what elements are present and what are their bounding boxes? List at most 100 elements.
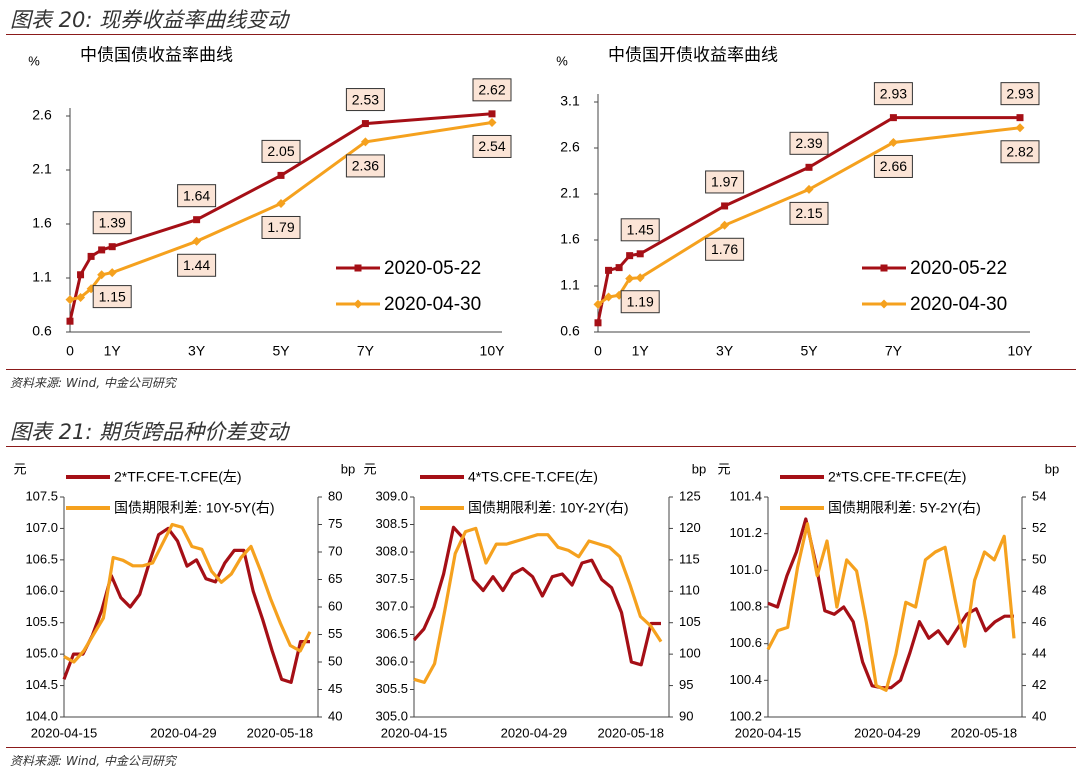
curve2-data-label-box [1000, 140, 1040, 164]
curve1-data-label: 1.15 [99, 288, 126, 304]
spread1-left-tick-label: 107.5 [25, 488, 58, 503]
curve1-point-2020-05-22 [98, 246, 106, 254]
spread3-left-tick-label: 100.4 [729, 672, 762, 687]
curve1-data-label: 2.62 [478, 82, 505, 98]
spread2-left-tick-label: 306.5 [375, 626, 408, 641]
curve1-y-tick-label: 1.1 [32, 269, 52, 285]
spread3-legend-label: 2*TS.CFE-TF.CFE(左) [828, 469, 966, 485]
spread3-left-tick-label: 100.8 [729, 598, 762, 613]
figure21-bottom-rule [6, 747, 1076, 749]
spread1-right-tick-label: 45 [328, 681, 342, 696]
spread2-legend-label: 国债期限利差: 10Y-2Y(右) [468, 500, 629, 516]
spread1-left-tick-label: 106.5 [25, 551, 58, 566]
curve2-data-label-box [620, 290, 660, 314]
spread2-left-tick-label: 308.0 [375, 543, 408, 558]
curve1-data-label-box [92, 285, 132, 309]
spread1-right-tick-label: 40 [328, 708, 342, 723]
curve1-point-2020-05-22 [108, 243, 116, 251]
curve2-point-2020-05-22 [889, 114, 897, 122]
curve2-data-label: 1.76 [711, 241, 738, 257]
spread3-left-unit: 元 [717, 461, 730, 476]
curve2-data-label-box [705, 170, 745, 194]
curve2-data-label-box [620, 218, 660, 242]
curve2-point-2020-04-30 [804, 184, 814, 194]
figure21-title: 图表 21: 期货跨品种价差变动 [10, 420, 289, 444]
curve1-point-2020-04-30 [107, 268, 117, 278]
curve1-y-tick-label: 0.6 [32, 323, 52, 339]
curve1-x-tick-label: 0 [66, 343, 74, 359]
spread2-right-tick-label: 105 [679, 614, 701, 629]
curve2-legend-marker [879, 299, 889, 309]
curve2-y-tick-label: 2.6 [560, 139, 580, 155]
spread2-right-tick-label: 115 [679, 551, 700, 566]
spread2-left-unit: 元 [363, 461, 376, 476]
spread3-line-0 [767, 517, 1014, 690]
spread3-left-tick-label: 101.4 [729, 488, 762, 503]
curve1-data-label-box [345, 154, 385, 178]
curve1-y-tick-label: 2.1 [32, 161, 52, 177]
curve1-data-label-box [92, 211, 132, 235]
spread2-line-1 [413, 526, 663, 685]
curve1-data-label-box [261, 139, 301, 163]
spread1-left-tick-label: 106.0 [25, 583, 58, 598]
spread2-left-tick-label: 309.0 [375, 488, 408, 503]
curve2-y-tick-label: 1.1 [560, 277, 580, 293]
spread3-line-1 [766, 522, 1016, 692]
spread2-right-tick-label: 125 [679, 488, 701, 503]
curve1-point-2020-04-30 [487, 117, 497, 127]
spread3-right-tick-label: 46 [1032, 614, 1046, 629]
curve1-point-2020-04-30 [76, 292, 86, 302]
spread3-right-tick-label: 48 [1032, 583, 1046, 598]
spread3-left-tick-label: 101.0 [729, 562, 762, 577]
curve2-title: 中债国开债收益率曲线 [608, 45, 778, 64]
curve2-point-2020-05-22 [605, 266, 613, 274]
curve1-point-2020-04-30 [360, 137, 370, 147]
curve1-point-2020-05-22 [87, 252, 95, 260]
spread2-left-tick-label: 305.5 [375, 681, 408, 696]
spread1-x-tick-label: 2020-05-18 [247, 725, 314, 740]
curve1-data-label: 1.79 [267, 219, 294, 235]
spread2-right-tick-label: 100 [679, 646, 701, 661]
curve1-y-tick-label: 2.6 [32, 107, 52, 123]
curve1-point-2020-05-22 [193, 216, 201, 224]
curve2-data-label-box [1000, 82, 1040, 106]
curve1-title: 中债国债收益率曲线 [80, 45, 233, 64]
spread1-right-tick-label: 60 [328, 598, 342, 613]
curve2-data-label: 2.82 [1006, 143, 1033, 159]
spread1-right-tick-label: 55 [328, 626, 342, 641]
spread3-left-tick-label: 100.6 [729, 635, 762, 650]
curve1-x-tick-label: 5Y [272, 343, 290, 359]
spread2-left-tick-label: 307.0 [375, 598, 408, 613]
curve1-data-label-box [177, 253, 217, 277]
curve2-point-2020-04-30 [635, 273, 645, 283]
curve1-legend-marker [353, 299, 363, 309]
curve1-legend-marker [354, 264, 362, 272]
curve2-data-label-box [705, 237, 745, 261]
curve2-data-label: 2.93 [880, 85, 907, 101]
spread2-x-tick-label: 2020-04-29 [501, 725, 568, 740]
spread3-right-tick-label: 44 [1032, 646, 1046, 661]
curve2-point-2020-05-22 [615, 264, 623, 272]
figure20-title: 图表 20: 现券收益率曲线变动 [10, 8, 289, 32]
curve2-data-label: 2.39 [795, 135, 822, 151]
curve1-data-label: 1.44 [183, 257, 210, 273]
spread1-legend-label: 国债期限利差: 10Y-5Y(右) [114, 500, 275, 516]
curve1-data-label: 1.64 [183, 187, 210, 203]
spread1-left-tick-label: 104.0 [25, 708, 58, 723]
curve2-point-2020-04-30 [604, 292, 614, 302]
curve2-point-2020-04-30 [1015, 123, 1025, 133]
spread2-right-tick-label: 120 [679, 520, 701, 535]
curve2-data-label-box [789, 131, 829, 155]
spread2-right-tick-label: 90 [679, 708, 693, 723]
spread3-x-tick-label: 2020-04-29 [854, 725, 921, 740]
curve1-data-label-box [345, 88, 385, 112]
figure21-source: 资料来源: Wind, 中金公司研究 [10, 754, 176, 768]
curve1-point-2020-05-22 [488, 110, 496, 118]
spread1-left-tick-label: 105.5 [25, 614, 58, 629]
spread2-left-tick-label: 306.0 [375, 653, 408, 668]
curve2-point-2020-05-22 [805, 163, 813, 171]
curve1-data-label-box [472, 134, 512, 158]
spread2-right-tick-label: 95 [679, 677, 693, 692]
spread1-right-tick-label: 75 [328, 516, 342, 531]
